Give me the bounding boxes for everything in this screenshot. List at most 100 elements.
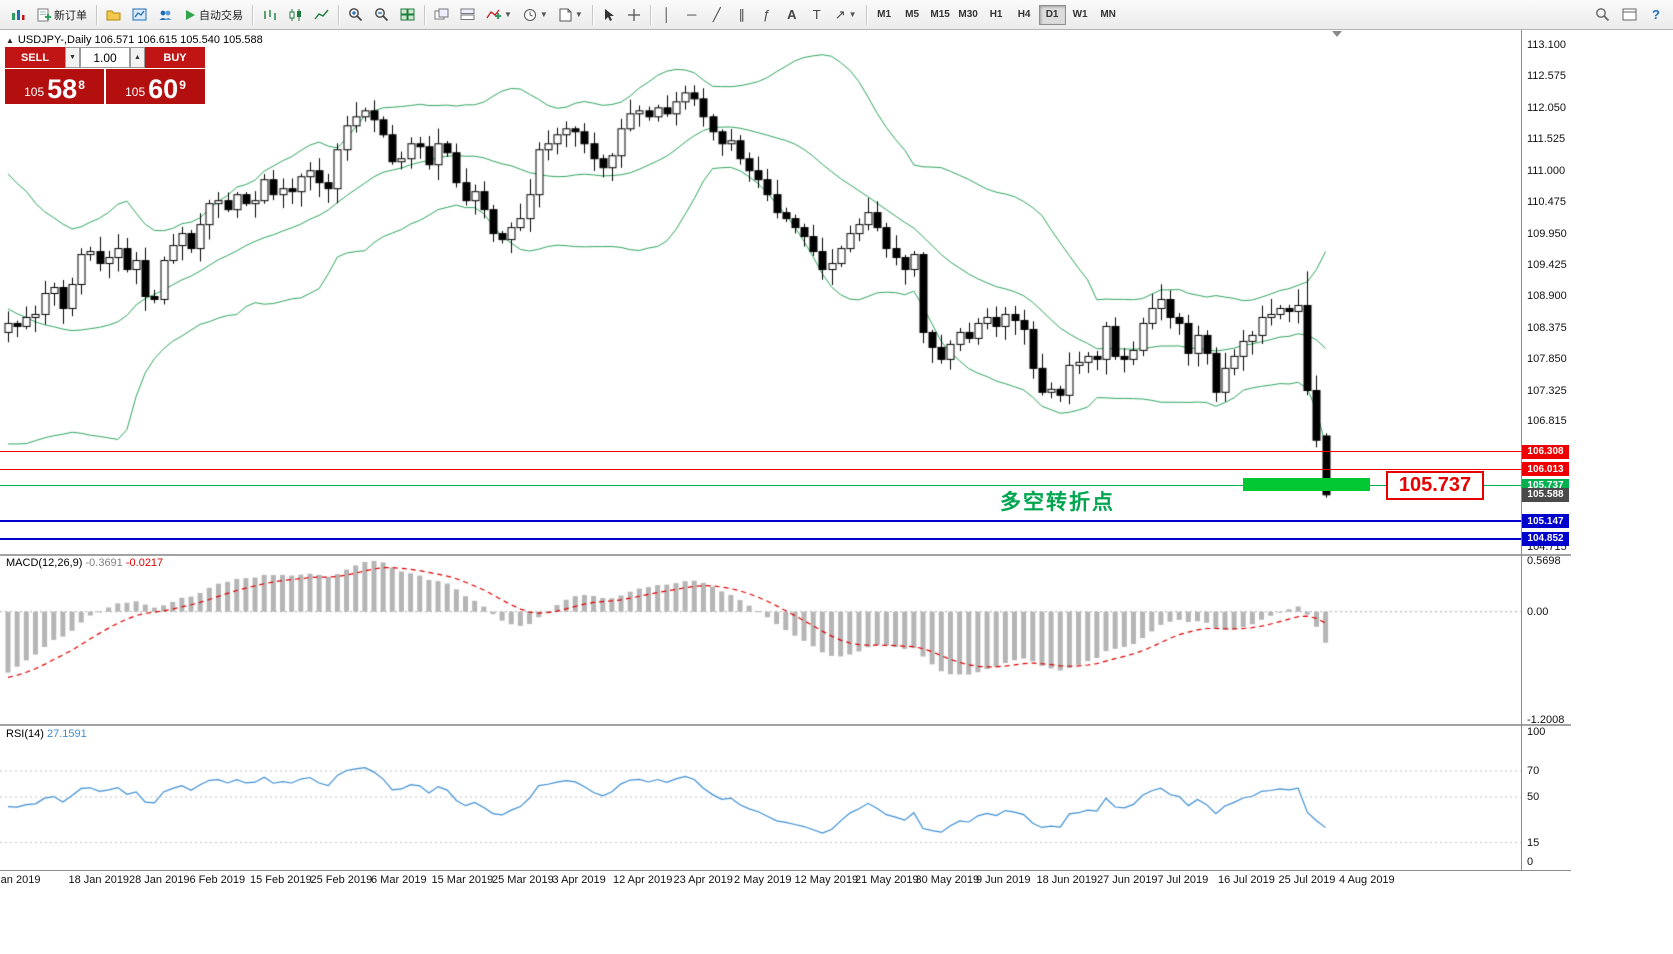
date-label: 25 Feb 2019	[310, 874, 373, 886]
price-tick-107.325: 107.325	[1527, 384, 1567, 397]
search-button[interactable]	[1590, 3, 1615, 27]
volume-input[interactable]	[80, 47, 130, 68]
price-callout-label[interactable]: 105.737	[1386, 471, 1484, 500]
price-tick-108.375: 108.375	[1527, 321, 1567, 334]
date-label: 25 Jul 2019	[1278, 874, 1336, 886]
pane-separator[interactable]	[0, 554, 1571, 556]
profiles-icon[interactable]	[101, 3, 126, 27]
zoom-out-button[interactable]	[369, 3, 394, 27]
date-label: 7 Jul 2019	[1157, 874, 1209, 886]
symbol-ohlc-text: USDJPY-,Daily 106.571 106.615 105.540 10…	[17, 34, 263, 46]
symbol-info: ▲ USDJPY-,Daily 106.571 106.615 105.540 …	[6, 34, 263, 46]
cursor-button[interactable]	[597, 3, 621, 27]
text-button[interactable]: A	[787, 7, 797, 22]
line-chart-button[interactable]	[309, 3, 334, 27]
candlestick-chart-button[interactable]	[283, 3, 308, 27]
charts-icon[interactable]	[127, 3, 152, 27]
pane-separator[interactable]	[0, 724, 1571, 726]
community-icon[interactable]	[153, 3, 178, 27]
level-line-106.308[interactable]	[0, 451, 1521, 453]
panel-toggle-icon[interactable]: ▲	[6, 35, 14, 45]
macd-scale-0.00: 0.00	[1527, 605, 1549, 618]
price-tick-108.900: 108.900	[1527, 290, 1567, 303]
date-label: 4 Aug 2019	[1339, 874, 1395, 886]
timeframe-h4[interactable]: H4	[1017, 9, 1031, 20]
sell-price-prefix: 105	[24, 85, 45, 100]
tile-windows-button[interactable]	[395, 3, 420, 27]
macd-pane-canvas[interactable]	[0, 556, 1521, 724]
sell-button[interactable]: SELL	[5, 47, 65, 68]
crosshair-button[interactable]	[622, 3, 646, 27]
date-label: 18 Jan 2019	[68, 874, 130, 886]
turning-point-text[interactable]: 多空转折点	[1000, 491, 1115, 514]
chevron-down-icon: ▼	[574, 10, 583, 19]
macd-signal-value: -0.0217	[125, 557, 164, 569]
price-tick-112.575: 112.575	[1527, 70, 1566, 83]
level-line-105.737[interactable]	[0, 485, 1521, 487]
channel-button[interactable]: ∥	[738, 7, 746, 22]
date-label: 21 May 2019	[855, 874, 919, 886]
sell-price-main: 58	[47, 74, 78, 105]
level-line-105.147[interactable]	[0, 520, 1521, 523]
timeframe-m30[interactable]: M30	[958, 9, 978, 20]
turning-point-rectangle[interactable]	[1243, 478, 1370, 491]
price-scale[interactable]	[1521, 30, 1522, 870]
new-order-label: 新订单	[54, 9, 87, 22]
rsi-value: 27.1591	[46, 728, 87, 740]
timeframe-mn[interactable]: MN	[1100, 9, 1116, 20]
zoom-in-button[interactable]	[343, 3, 368, 27]
new-window-button[interactable]	[1617, 3, 1642, 27]
date-label: 9 Jan 2019	[0, 874, 41, 886]
toolbar-separator	[424, 4, 425, 25]
cascade-windows-button[interactable]	[429, 3, 454, 27]
arrows-button[interactable]: ↗ ▼	[834, 7, 857, 22]
date-label: 23 Apr 2019	[673, 874, 733, 886]
buy-button[interactable]: BUY	[145, 47, 205, 68]
timeframe-d1[interactable]: D1	[1038, 4, 1066, 25]
label-button[interactable]: T	[812, 7, 821, 22]
timeframe-m15[interactable]: M15	[930, 9, 950, 20]
level-line-104.852[interactable]	[0, 537, 1521, 540]
volume-up-stepper[interactable]: ▲	[130, 47, 145, 68]
rsi-scale-15: 15	[1527, 836, 1540, 849]
chevron-down-icon: ▼	[848, 10, 857, 19]
rsi-scale-100: 100	[1527, 726, 1546, 738]
help-button[interactable]: ?	[1652, 7, 1660, 22]
price-tick-109.950: 109.950	[1527, 227, 1567, 240]
toolbar-separator	[649, 4, 651, 25]
arrange-windows-button[interactable]	[455, 3, 480, 27]
price-tick-113.100: 113.100	[1527, 38, 1566, 51]
date-label: 25 Mar 2019	[492, 874, 554, 886]
price-tick-109.425: 109.425	[1527, 259, 1567, 272]
templates-button[interactable]: ▼	[554, 3, 588, 27]
periods-button[interactable]: ▼	[518, 3, 553, 27]
timeframe-m1[interactable]: M1	[877, 9, 892, 20]
new-order-button[interactable]: 新订单	[32, 3, 92, 27]
date-label: 9 Jun 2019	[976, 874, 1031, 886]
buy-price-button[interactable]: 105 60 9	[106, 69, 205, 104]
toolbar-separator	[338, 4, 339, 25]
level-line-106.013[interactable]	[0, 468, 1521, 470]
rsi-scale-70: 70	[1527, 765, 1540, 777]
timeframe-w1[interactable]: W1	[1072, 9, 1088, 20]
price-tag-106.013: 106.013	[1522, 462, 1569, 477]
horizontal-line-button[interactable]: ─	[687, 7, 697, 22]
fibonacci-button[interactable]: ƒ	[763, 7, 771, 22]
indicators-button[interactable]: ▼	[481, 3, 517, 27]
main-chart-canvas[interactable]	[0, 30, 1521, 554]
autotrading-button[interactable]: 自动交易	[179, 3, 248, 27]
bar-chart-button[interactable]	[257, 3, 282, 27]
rsi-name: RSI(14)	[6, 728, 44, 740]
sell-price-button[interactable]: 105 58 8	[5, 69, 104, 104]
rsi-pane-canvas[interactable]	[0, 726, 1521, 870]
trendline-button[interactable]: ╱	[712, 7, 721, 22]
timeframe-m5[interactable]: M5	[905, 9, 920, 20]
price-tick-106.815: 106.815	[1527, 415, 1567, 428]
timeframe-h1[interactable]: H1	[989, 9, 1003, 20]
vertical-line-button[interactable]: │	[662, 7, 671, 22]
bid-price-tag: 105.588	[1522, 487, 1569, 502]
chart-shift-marker[interactable]	[1332, 31, 1342, 37]
volume-down-stepper[interactable]: ▼	[65, 47, 80, 68]
